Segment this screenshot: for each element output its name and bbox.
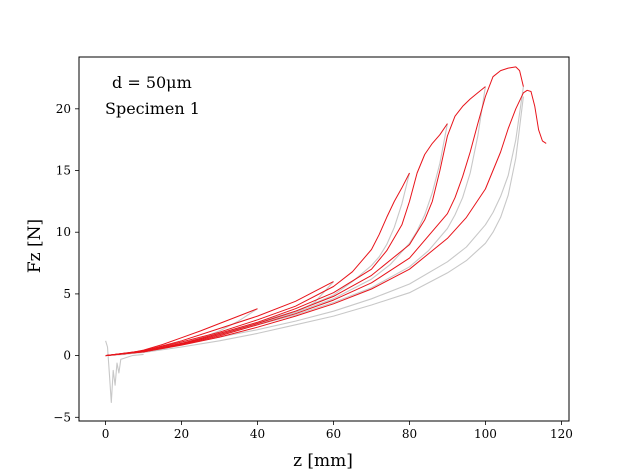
- series-unloading-8: [105, 123, 448, 357]
- series-loading-9: [105, 86, 486, 357]
- y-tick-label: −5: [53, 410, 71, 424]
- x-tick-label: 40: [250, 427, 265, 441]
- y-tick-label: 0: [63, 349, 71, 363]
- series-loading-3: [105, 281, 334, 357]
- y-tick-label: 20: [56, 102, 71, 116]
- series-loading-11: [105, 66, 524, 357]
- y-tick-label: 5: [63, 287, 71, 301]
- series-loading-1: [105, 308, 258, 357]
- x-tick-label: 120: [550, 427, 573, 441]
- series-unloading-12: [105, 86, 524, 357]
- series-unloading-2: [105, 308, 258, 357]
- x-tick-label: 0: [102, 427, 110, 441]
- series-unloading-14: [105, 96, 524, 357]
- x-axis-label: z [mm]: [293, 451, 353, 471]
- series-unloading-4: [105, 281, 334, 357]
- x-tick-label: 60: [326, 427, 341, 441]
- axis-ticks: 0 20 40 60 80 100 120 −5 0 5 10 15 20: [53, 102, 573, 441]
- x-tick-label: 100: [474, 427, 497, 441]
- axes-frame: [78, 56, 570, 422]
- plot-area: [105, 66, 547, 404]
- y-tick-label: 10: [56, 225, 71, 239]
- series-loading-5: [105, 172, 410, 357]
- series-loading-13: [105, 89, 547, 357]
- x-tick-label: 20: [174, 427, 189, 441]
- series-unloading-10: [105, 86, 486, 357]
- x-tick-label: 80: [402, 427, 417, 441]
- series-unloading-0: [105, 340, 144, 404]
- y-tick-label: 15: [56, 164, 71, 178]
- annotation-specimen: Specimen 1: [105, 99, 200, 118]
- series-unloading-6: [105, 172, 411, 357]
- series-loading-7: [105, 123, 448, 357]
- y-axis-label: Fz [N]: [25, 219, 45, 273]
- annotation-diameter: d = 50μm: [112, 73, 192, 92]
